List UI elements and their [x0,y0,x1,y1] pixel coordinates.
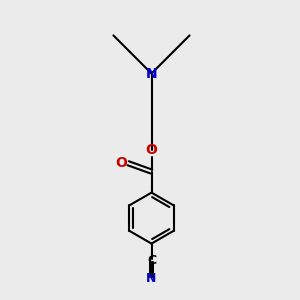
Text: N: N [146,67,157,80]
Text: C: C [147,254,156,267]
Text: N: N [146,272,157,285]
Text: O: O [116,156,128,170]
Text: O: O [146,143,158,157]
